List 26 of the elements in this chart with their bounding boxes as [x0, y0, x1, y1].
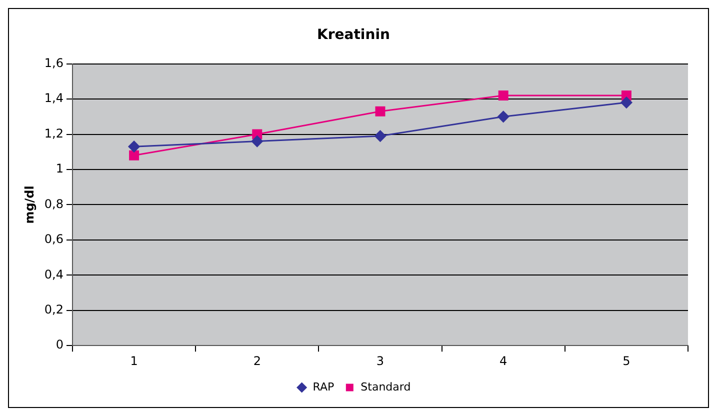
- x-tick-label: 1: [130, 354, 138, 368]
- legend-label: Standard: [360, 380, 411, 394]
- point: [128, 140, 140, 152]
- chart-title: Kreatinin: [317, 27, 390, 44]
- point: [375, 106, 386, 116]
- point: [129, 150, 140, 160]
- y-tick-label: 0,4: [44, 267, 64, 282]
- y-tick-label: 0,2: [44, 302, 64, 316]
- x-tick-label: 5: [622, 354, 630, 368]
- x-tick-label: 2: [253, 354, 261, 368]
- y-tick-label: 0,6: [44, 232, 64, 246]
- point: [498, 90, 508, 100]
- point: [498, 110, 510, 122]
- x-tick-label: 3: [376, 354, 384, 368]
- y-tick-label: 1: [56, 162, 64, 176]
- y-tick-label: 1,2: [44, 126, 64, 140]
- y-tick-label: 0: [56, 338, 64, 352]
- point: [620, 96, 632, 108]
- point: [374, 130, 386, 142]
- y-tick-label: 1,4: [44, 91, 64, 106]
- y-axis-title: mg/dl: [22, 186, 36, 224]
- legend-label: RAP: [312, 380, 335, 394]
- point: [251, 136, 263, 148]
- y-tick-label: 0,8: [44, 196, 64, 211]
- y-tick-label: 1,6: [44, 56, 64, 70]
- x-tick-label: 4: [500, 354, 508, 368]
